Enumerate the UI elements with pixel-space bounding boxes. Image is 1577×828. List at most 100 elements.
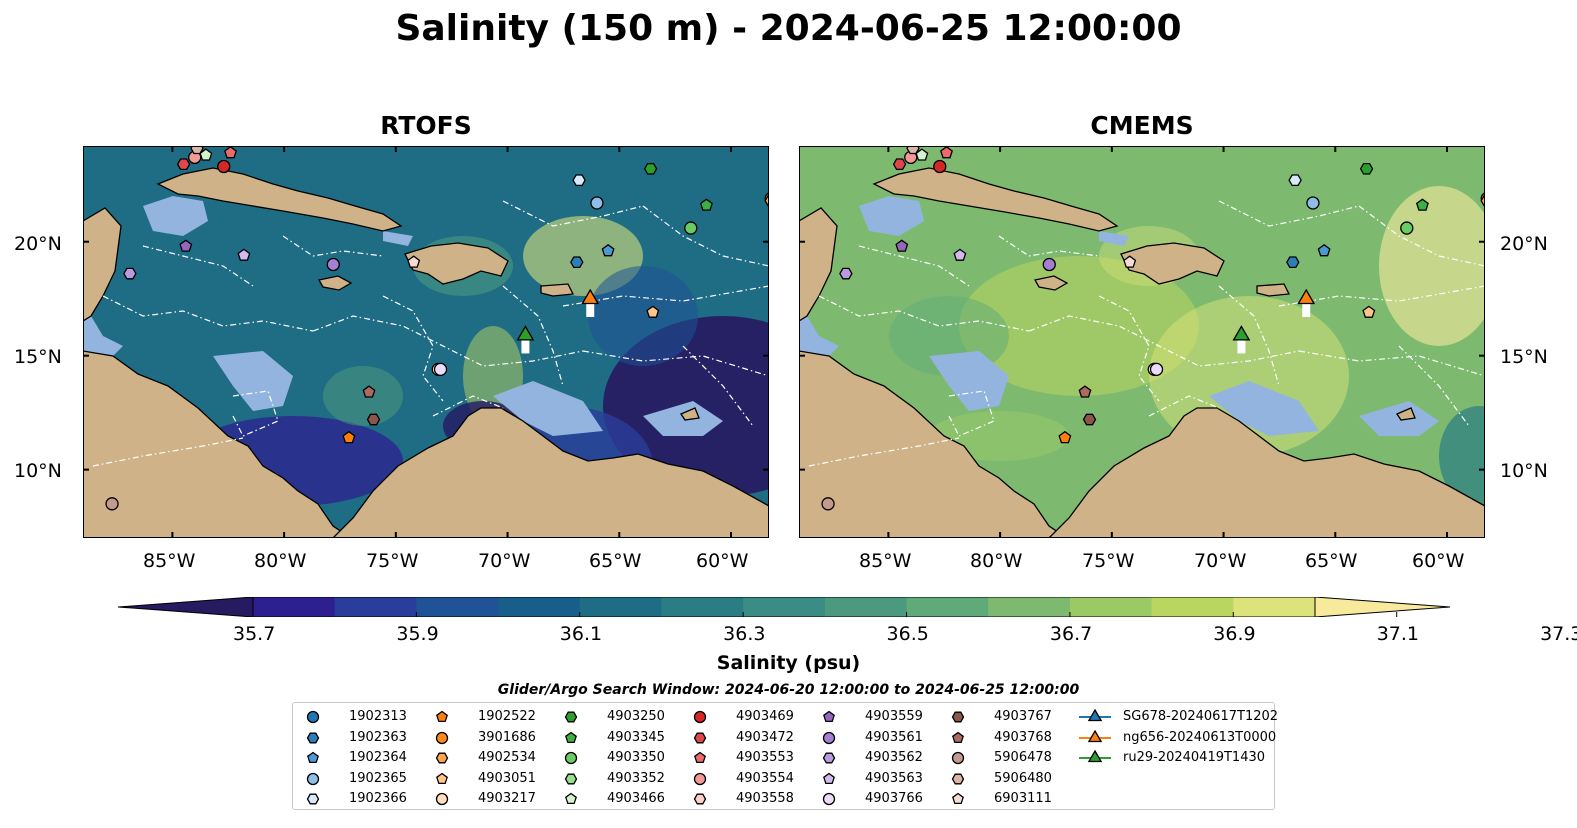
colorbar-extend-high [1314, 597, 1450, 617]
lon-tick-label: 65°W [1305, 550, 1358, 572]
legend-marker [694, 751, 706, 764]
legend-label: 4903472 [736, 729, 794, 745]
legend-marker [693, 793, 707, 805]
land-mass [1396, 407, 1416, 421]
float-marker-4903250 [1359, 162, 1374, 175]
colorbar-bin [906, 597, 989, 617]
legend-marker-icon [693, 710, 707, 724]
legend-marker-icon [951, 773, 965, 784]
legend-marker-icon [564, 751, 578, 765]
lon-tick-label: 70°W [478, 550, 531, 572]
float-marker-4903768 [1078, 385, 1092, 398]
colorbar-bin [661, 597, 744, 617]
figure-title: Salinity (150 m) - 2024-06-25 12:00:00 [395, 8, 1182, 49]
legend-label: 1902313 [349, 709, 407, 724]
float-marker-4903553 [940, 146, 953, 159]
land-mass [1048, 407, 1485, 538]
legend-marker [436, 710, 448, 723]
legend-marker-icon [436, 710, 448, 723]
colorbar-bin [498, 597, 581, 617]
colorbar-bin [1151, 597, 1234, 617]
legend-label: 4903469 [736, 709, 794, 724]
legend-label: 6903111 [994, 791, 1052, 806]
lat-tick-label: 10°N [14, 460, 62, 482]
land-mass [404, 242, 509, 285]
float-marker-4903469 [933, 159, 947, 174]
float-marker-1902363 [1286, 256, 1300, 269]
legend-label: 4903250 [607, 709, 665, 724]
legend-marker [435, 792, 449, 806]
legend-marker [564, 711, 578, 723]
colorbar-tick-label: 36.5 [886, 623, 929, 645]
legend: 1902313 1902363 1902364 1902365 1902366 19025… [292, 702, 1278, 810]
legend-label: 5906478 [994, 750, 1052, 765]
legend-marker [564, 751, 578, 765]
legend-marker-icon [822, 752, 836, 764]
legend-marker [435, 731, 449, 744]
colorbar-label: Salinity (psu) [716, 652, 861, 674]
land-mass [540, 283, 575, 297]
legend-marker [952, 792, 964, 805]
legend-marker-icon [435, 731, 449, 744]
land-mass [317, 275, 353, 291]
legend-marker [306, 710, 320, 724]
float-marker-1902365 [1306, 196, 1320, 210]
lat-tick-label: 20°N [1500, 233, 1548, 255]
float-marker-4903472 [892, 158, 907, 171]
colorbar-tick-label: 36.9 [1213, 623, 1256, 645]
legend-marker-icon [436, 772, 448, 784]
float-marker-1902365 [590, 196, 604, 210]
legend-marker [952, 731, 964, 743]
legend-label: 4903558 [736, 791, 794, 806]
float-marker-4903563 [237, 248, 251, 261]
legend-marker-icon [1079, 749, 1111, 763]
glider-marker-ng656-20240613T0000 [1297, 288, 1316, 305]
legend-label: 4903350 [607, 750, 665, 765]
float-marker-5906480 [906, 146, 920, 155]
colorbar-bin [416, 597, 499, 617]
panel-title-cmems: CMEMS [1090, 111, 1194, 140]
legend-marker-icon [564, 711, 578, 723]
legend-marker-icon [951, 711, 965, 723]
legend-label: 4903559 [865, 709, 923, 724]
legend-marker-icon [822, 792, 836, 806]
land-mass [680, 407, 700, 421]
legend-marker [823, 710, 835, 723]
float-marker-6903111 [1123, 255, 1137, 268]
lat-tick-label: 10°N [1500, 460, 1548, 482]
float-marker-1902366 [572, 174, 586, 187]
float-marker-4903767 [366, 413, 381, 426]
map-cmems [799, 146, 1485, 538]
legend-label: 5906480 [994, 770, 1052, 786]
float-marker-4903350 [1400, 221, 1414, 235]
float-marker-4903768 [362, 385, 376, 398]
legend-marker-icon [693, 793, 707, 805]
legend-marker [306, 793, 320, 805]
glider-track [521, 339, 530, 354]
float-marker-4903350 [684, 221, 698, 235]
legend-marker [564, 773, 578, 784]
legend-label: 4903466 [607, 791, 665, 806]
legend-marker-icon [1079, 729, 1111, 742]
legend-marker [822, 792, 836, 806]
float-marker-5906480 [190, 146, 204, 155]
legend-marker-icon [306, 772, 320, 785]
colorbar-tick-label: 36.3 [723, 623, 766, 645]
legend-marker-icon [565, 731, 577, 743]
glider-track [1302, 302, 1311, 317]
legend-marker [1087, 749, 1103, 763]
float-marker-4903051 [1362, 305, 1376, 318]
glider-marker-ru29-20240419T1430 [516, 325, 535, 341]
float-marker-4903766 [433, 362, 448, 376]
legend-marker [1087, 729, 1103, 742]
lon-tick-label: 60°W [1412, 550, 1465, 572]
float-marker-4903767 [1082, 413, 1097, 426]
lon-tick-label: 80°W [254, 550, 307, 572]
legend-marker [822, 752, 836, 764]
legend-label: 4902534 [478, 750, 536, 765]
legend-label: 4903767 [994, 709, 1052, 724]
lon-tick-label: 60°W [696, 550, 749, 572]
float-marker-1902364 [1317, 243, 1331, 257]
legend-label: 1902366 [349, 791, 407, 806]
legend-marker [307, 751, 319, 764]
